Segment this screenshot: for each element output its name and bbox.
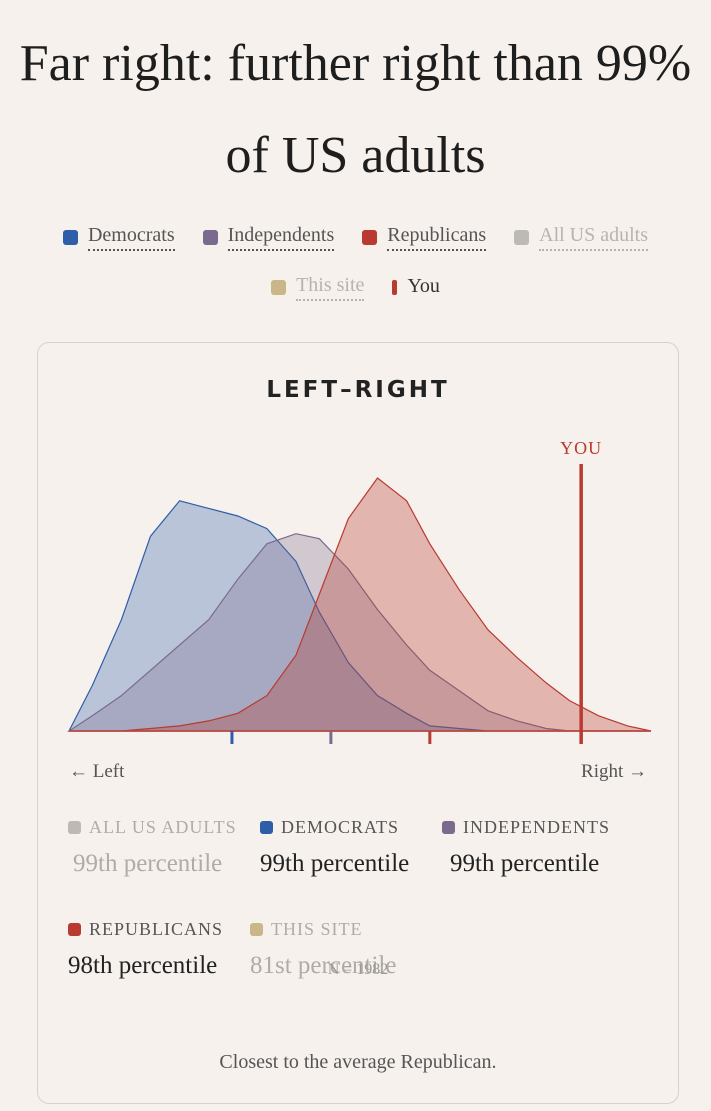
- chart-card: LEFT–RIGHT YOU ← Left Right → ALL US ADU…: [37, 342, 679, 1104]
- stat-value: 81st percentile: [250, 952, 397, 979]
- stat-value: 99th percentile: [260, 850, 410, 877]
- legend-item-republicans[interactable]: Republicans: [362, 224, 487, 251]
- stat-this-site: THIS SITE 81st percentile: [250, 919, 396, 980]
- legend-swatch: [271, 280, 287, 295]
- legend-item-you[interactable]: You: [392, 274, 440, 301]
- sample-size: N = 1982: [327, 961, 389, 978]
- stat-label: THIS SITE: [271, 919, 363, 939]
- legend-label: Republicans: [387, 224, 487, 251]
- stat-label: REPUBLICANS: [89, 919, 224, 939]
- legend-swatch: [392, 280, 398, 295]
- legend-item-all-us-adults[interactable]: All US adults: [514, 224, 649, 251]
- stat-label: INDEPENDENTS: [463, 817, 610, 837]
- stat-value: 99th percentile: [450, 850, 600, 877]
- legend-label: Democrats: [87, 224, 175, 251]
- stat-swatch: [250, 923, 263, 936]
- stat-swatch: [68, 821, 81, 834]
- stat-value: 99th percentile: [73, 850, 223, 877]
- stat-republicans: REPUBLICANS 98th percentile: [68, 919, 223, 980]
- legend-swatch: [362, 230, 378, 245]
- you-label: YOU: [560, 438, 602, 458]
- stat-all-us-adults: ALL US ADULTS 99th percentile: [68, 817, 237, 878]
- legend-label: You: [407, 275, 440, 297]
- stat-label: ALL US ADULTS: [89, 817, 237, 837]
- axis-left-label: ← Left: [69, 761, 125, 782]
- axis-right-label: Right →: [581, 761, 647, 782]
- legend-swatch: [514, 230, 530, 245]
- legend-swatch: [202, 230, 218, 245]
- stat-swatch: [68, 923, 81, 936]
- chart-title: LEFT–RIGHT: [266, 377, 450, 403]
- stat-label: DEMOCRATS: [281, 817, 400, 837]
- distribution-chart: YOU: [66, 438, 652, 744]
- legend-item-democrats[interactable]: Democrats: [62, 224, 175, 251]
- legend-label: All US adults: [539, 224, 649, 251]
- legend-row-2: This site You: [0, 274, 711, 301]
- legend-row-1: Democrats Independents Republicans All U…: [0, 224, 711, 251]
- legend-item-this-site[interactable]: This site: [271, 274, 365, 301]
- legend-label: Independents: [227, 224, 335, 251]
- stat-swatch: [442, 821, 455, 834]
- legend-item-independents[interactable]: Independents: [202, 224, 335, 251]
- summary-text: Closest to the average Republican.: [219, 1051, 497, 1073]
- legend-swatch: [62, 230, 78, 245]
- area-republicans: [69, 477, 652, 732]
- stat-democrats: DEMOCRATS 99th percentile: [260, 817, 409, 878]
- legend-label: This site: [296, 274, 365, 301]
- stat-value: 98th percentile: [68, 952, 218, 979]
- page-title: Far right: further right than 99% of US …: [19, 35, 692, 184]
- stat-swatch: [260, 821, 273, 834]
- stat-independents: INDEPENDENTS 99th percentile: [442, 817, 610, 878]
